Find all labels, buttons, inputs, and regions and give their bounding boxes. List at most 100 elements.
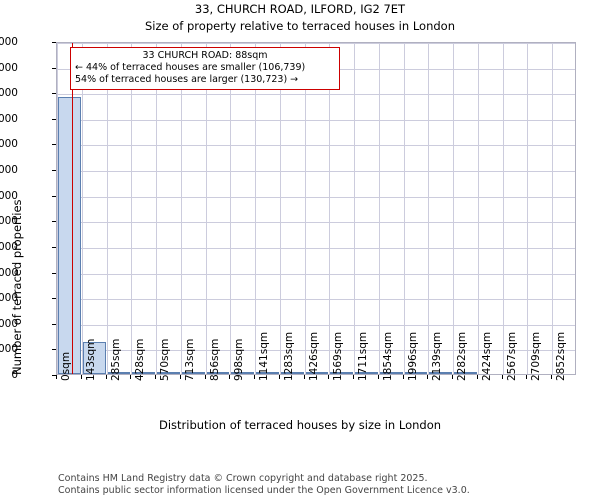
bar [454, 372, 477, 374]
x-tick-mark [155, 375, 157, 379]
bar [379, 372, 403, 374]
plot-area [56, 42, 576, 375]
bar [280, 372, 304, 374]
bar [256, 372, 279, 374]
y-tick-mark [52, 93, 56, 95]
y-tick-mark [52, 375, 56, 376]
x-tick-mark [179, 375, 181, 379]
footer-line-2: Contains public sector information licen… [58, 485, 470, 496]
footer-line-1: Contains HM Land Registry data © Crown c… [58, 473, 428, 484]
bar [355, 372, 378, 374]
gridline-vertical [180, 43, 182, 374]
x-tick-mark [204, 375, 206, 379]
y-tick-mark [52, 195, 56, 197]
x-tick-mark [526, 375, 528, 379]
gridline-vertical [354, 43, 356, 374]
x-tick-label: 998sqm [233, 338, 246, 381]
gridline-vertical [378, 43, 380, 374]
annotation-larger: 54% of terraced houses are larger (130,7… [75, 74, 299, 85]
x-tick-mark [402, 375, 404, 379]
x-tick-label: 1711sqm [357, 331, 370, 381]
annotation-box: 33 CHURCH ROAD: 88sqm ← 44% of terraced … [70, 47, 340, 90]
bar [132, 372, 156, 374]
y-tick-label: 160000 [0, 164, 18, 177]
gridline-horizontal [57, 324, 575, 326]
gridline-vertical [428, 43, 430, 374]
gridline-horizontal [57, 247, 575, 249]
x-tick-mark [56, 375, 57, 379]
y-tick-mark [52, 170, 56, 172]
bar [82, 341, 106, 374]
x-tick-label: 1996sqm [406, 331, 419, 381]
bar [330, 372, 354, 374]
x-tick-label: 1141sqm [258, 331, 271, 381]
y-tick-mark [52, 246, 56, 248]
y-tick-label: 20000 [0, 343, 18, 356]
gridline-vertical [453, 43, 455, 374]
x-tick-mark [130, 375, 132, 379]
gridline-horizontal [57, 171, 575, 173]
bar [231, 372, 255, 374]
bar [404, 372, 428, 374]
annotation-smaller: ← 44% of terraced houses are smaller (10… [75, 62, 306, 73]
x-tick-label: 2709sqm [530, 331, 543, 381]
x-tick-mark [105, 375, 107, 379]
gridline-horizontal [57, 43, 575, 44]
gridline-vertical [156, 43, 158, 374]
x-tick-label: 713sqm [183, 338, 196, 381]
gridline-vertical [131, 43, 133, 374]
bar [181, 372, 205, 374]
x-tick-label: 2139sqm [431, 331, 444, 381]
y-tick-label: 220000 [0, 87, 18, 100]
x-tick-label: 1854sqm [381, 331, 394, 381]
x-tick-label: 143sqm [84, 338, 97, 381]
x-tick-label: 1426sqm [307, 331, 320, 381]
y-tick-label: 240000 [0, 61, 18, 74]
x-tick-mark [254, 375, 256, 379]
gridline-vertical [329, 43, 331, 374]
gridline-vertical [279, 43, 281, 374]
x-tick-mark [353, 375, 355, 379]
y-tick-label: 60000 [0, 292, 18, 305]
x-tick-label: 1569sqm [332, 331, 345, 381]
gridline-horizontal [57, 222, 575, 224]
y-tick-label: 120000 [0, 215, 18, 228]
y-tick-label: 260000 [0, 36, 18, 48]
x-tick-mark [551, 375, 553, 379]
gridline-vertical [106, 43, 108, 374]
y-tick-mark [52, 67, 56, 69]
y-tick-mark [52, 221, 56, 223]
gridline-vertical [527, 43, 529, 374]
bar [206, 372, 230, 374]
x-tick-mark [452, 375, 454, 379]
x-tick-mark [229, 375, 231, 379]
annotation-title: 33 CHURCH ROAD: 88sqm [142, 50, 268, 61]
gridline-vertical [552, 43, 554, 374]
gridline-vertical [255, 43, 257, 374]
y-tick-label: 100000 [0, 240, 18, 253]
property-marker-line [72, 43, 74, 374]
x-tick-label: 856sqm [208, 338, 221, 381]
bar [157, 372, 180, 374]
y-tick-label: 0 [11, 369, 18, 381]
x-tick-mark [80, 375, 82, 379]
y-tick-label: 140000 [0, 189, 18, 202]
x-tick-label: 2852sqm [555, 331, 568, 381]
gridline-horizontal [57, 119, 575, 121]
y-tick-mark [52, 42, 56, 43]
gridline-horizontal [57, 94, 575, 96]
gridline-vertical [205, 43, 207, 374]
gridline-horizontal [57, 350, 575, 352]
gridline-horizontal [57, 196, 575, 198]
x-tick-mark [427, 375, 429, 379]
x-tick-label: 428sqm [134, 338, 147, 381]
x-tick-mark [278, 375, 280, 379]
y-tick-mark [52, 272, 56, 274]
gridline-vertical [477, 43, 479, 374]
x-tick-label: 2424sqm [480, 331, 493, 381]
gridline-horizontal [57, 145, 575, 147]
x-tick-label: 0sqm [60, 351, 72, 381]
bar [429, 372, 453, 374]
gridline-vertical [304, 43, 306, 374]
